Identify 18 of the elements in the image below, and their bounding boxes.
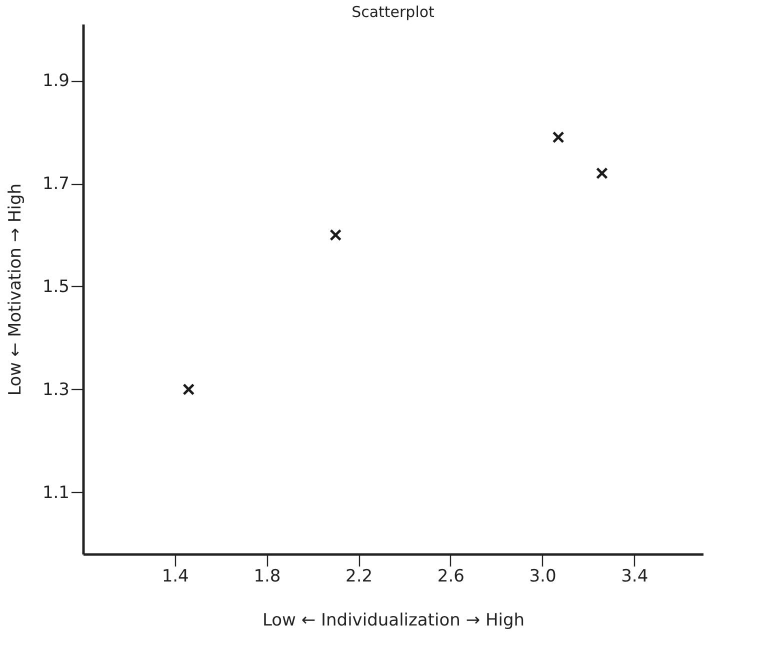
x-tick-label: 2.2 (346, 566, 373, 586)
y-tick-label: 1.9 (42, 71, 70, 92)
x-tick-label: 2.6 (437, 566, 464, 586)
y-axis-title: Low ← Motivation → High (5, 183, 26, 396)
chart-title: Scatterplot (352, 3, 435, 21)
point (182, 383, 195, 396)
x-tick-label: 1.4 (162, 566, 189, 586)
x-axis-title: Low ← Individualization → High (262, 610, 525, 630)
x-tick-label: 3.4 (621, 566, 648, 586)
y-tick-label: 1.5 (42, 276, 70, 297)
y-tick-label: 1.1 (42, 482, 70, 503)
x-tick-label: 1.8 (254, 566, 281, 586)
y-tick-label: 1.7 (42, 174, 70, 194)
x-tick-label: 3.0 (529, 566, 556, 586)
point (596, 167, 608, 180)
y-tick-label: 1.3 (42, 380, 70, 400)
point (552, 131, 564, 144)
point (330, 228, 342, 241)
